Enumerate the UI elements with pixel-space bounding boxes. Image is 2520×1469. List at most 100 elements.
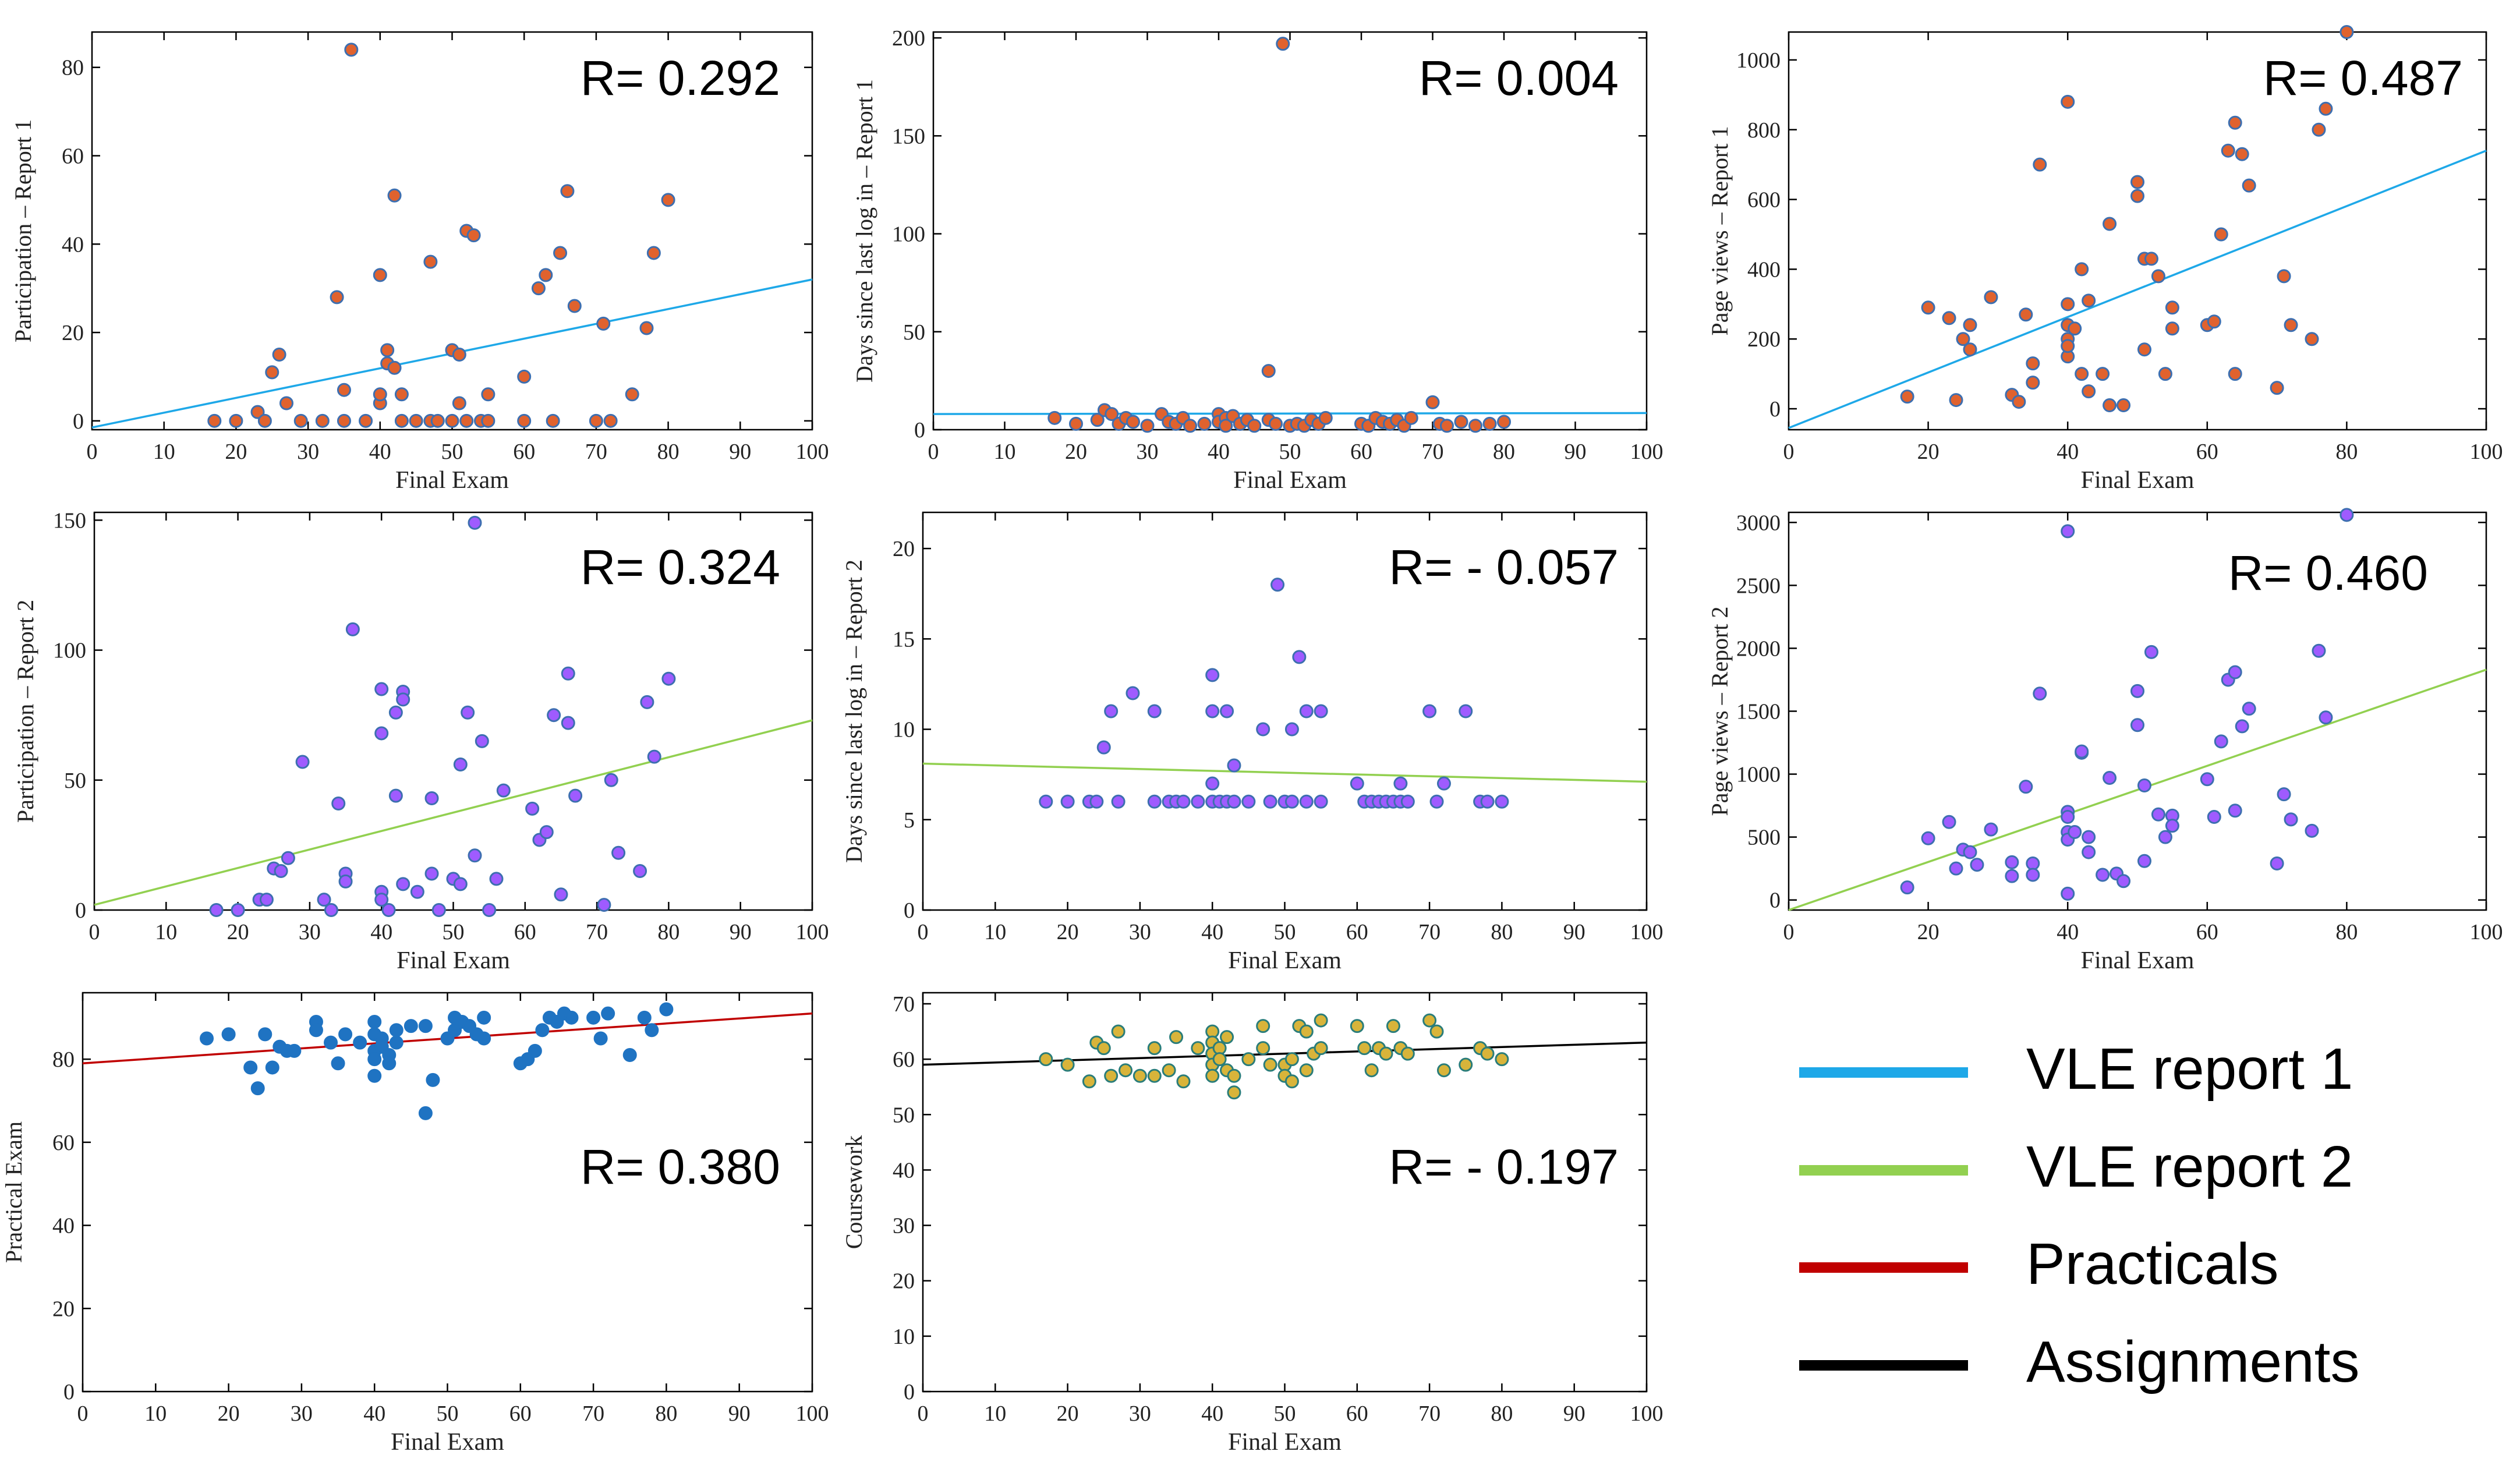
data-point — [2165, 300, 2179, 315]
data-point — [1984, 290, 1998, 305]
x-tick-label: 10 — [994, 440, 1016, 464]
data-point — [2130, 684, 2144, 698]
x-tick-label: 40 — [1201, 1401, 1223, 1426]
data-point — [539, 825, 554, 840]
data-point — [1497, 415, 1511, 429]
x-tick-label: 40 — [369, 440, 391, 464]
data-point — [466, 228, 481, 243]
data-point — [1227, 1085, 1241, 1100]
x-tick-label: 20 — [1917, 920, 1939, 944]
data-point — [2228, 665, 2242, 679]
data-point — [661, 193, 675, 207]
x-tick-label: 80 — [1493, 440, 1515, 464]
y-tick-label: 800 — [1747, 118, 1781, 143]
x-tick-label: 10 — [984, 920, 1006, 944]
data-point — [453, 757, 468, 772]
data-point — [1111, 794, 1125, 809]
x-axis-label: Final Exam — [1233, 467, 1347, 494]
data-point — [394, 387, 409, 402]
x-tick-label: 80 — [657, 920, 679, 944]
data-point — [1263, 1057, 1277, 1072]
data-point — [1350, 776, 1364, 791]
data-point — [2158, 367, 2172, 381]
x-tick-label: 40 — [1201, 920, 1223, 944]
data-point — [2214, 227, 2228, 242]
data-point — [272, 347, 286, 362]
legend-entry-practicals: Practicals — [1799, 1231, 2278, 1297]
data-point — [1459, 704, 1473, 718]
data-point — [2026, 376, 2040, 390]
data-point — [452, 396, 466, 410]
data-point — [353, 1035, 367, 1050]
data-point — [2319, 101, 2333, 116]
data-point — [661, 671, 676, 686]
data-point — [1247, 419, 1262, 433]
data-point — [1125, 686, 1140, 700]
x-tick-label: 60 — [1346, 920, 1368, 944]
data-point — [553, 246, 568, 260]
x-tick-label: 100 — [796, 1401, 829, 1426]
data-point — [445, 413, 459, 428]
data-point — [374, 893, 389, 907]
data-point — [380, 343, 395, 357]
data-point — [2312, 643, 2326, 658]
y-tick-label: 0 — [1769, 889, 1781, 913]
data-point — [1963, 342, 1977, 357]
data-point — [396, 877, 410, 891]
x-tick-label: 50 — [1279, 440, 1301, 464]
data-point — [1480, 794, 1495, 809]
x-tick-label: 100 — [1630, 920, 1664, 944]
data-point — [2116, 398, 2131, 413]
y-tick-label: 80 — [52, 1047, 75, 1072]
y-tick-label: 0 — [914, 418, 925, 443]
y-tick-label: 50 — [893, 1103, 915, 1127]
data-point — [525, 801, 540, 816]
data-point — [295, 755, 310, 769]
data-point — [2305, 332, 2319, 346]
data-point — [1219, 419, 1233, 433]
y-tick-label: 400 — [1747, 257, 1781, 282]
data-point — [528, 1043, 542, 1058]
data-point — [1089, 794, 1104, 809]
data-point — [243, 1060, 258, 1075]
data-point — [1212, 1052, 1227, 1067]
x-tick-label: 50 — [437, 1401, 459, 1426]
y-tick-label: 2500 — [1736, 574, 1781, 598]
legend-entry-assignments: Assignments — [1799, 1329, 2359, 1394]
y-tick-label: 60 — [62, 144, 84, 168]
data-point — [229, 413, 243, 428]
data-point — [1956, 332, 1970, 346]
data-point — [1241, 1052, 1256, 1067]
chart-p2: 0 10 20 30 40 50 60 70 80 90 100 0 50 100 150 Final Exa… — [12, 508, 829, 974]
chart-v2: 0 20 40 60 80 100050010001500200025003000Fina… — [1707, 508, 2503, 974]
data-point — [1147, 1068, 1162, 1083]
data-point — [1162, 1063, 1176, 1078]
correlation-label: R= 0.324 — [581, 540, 780, 594]
data-point — [1379, 1046, 1393, 1061]
data-point — [1942, 815, 1956, 829]
data-point — [2082, 845, 2096, 859]
x-tick-label: 100 — [2470, 440, 2503, 464]
x-tick-label: 10 — [984, 1401, 1006, 1426]
data-point — [330, 290, 344, 305]
data-point — [281, 851, 295, 865]
data-point — [1169, 1030, 1184, 1045]
data-point — [207, 413, 222, 428]
data-point — [564, 1010, 579, 1025]
data-point — [1039, 794, 1053, 809]
data-point — [539, 268, 553, 282]
y-tick-label: 200 — [1747, 327, 1781, 352]
data-point — [424, 866, 439, 881]
data-point — [597, 898, 611, 912]
y-tick-label: 15 — [893, 627, 915, 652]
data-point — [517, 413, 532, 428]
data-point — [567, 299, 582, 313]
y-tick-label: 0 — [75, 898, 86, 923]
data-point — [596, 316, 611, 331]
x-tick-label: 0 — [918, 1401, 929, 1426]
data-point — [1900, 390, 1914, 404]
y-axis-label: Days since last log in – Report 1 — [851, 79, 877, 383]
data-point — [2165, 819, 2179, 833]
data-point — [1227, 1068, 1241, 1083]
data-point — [2130, 718, 2144, 732]
